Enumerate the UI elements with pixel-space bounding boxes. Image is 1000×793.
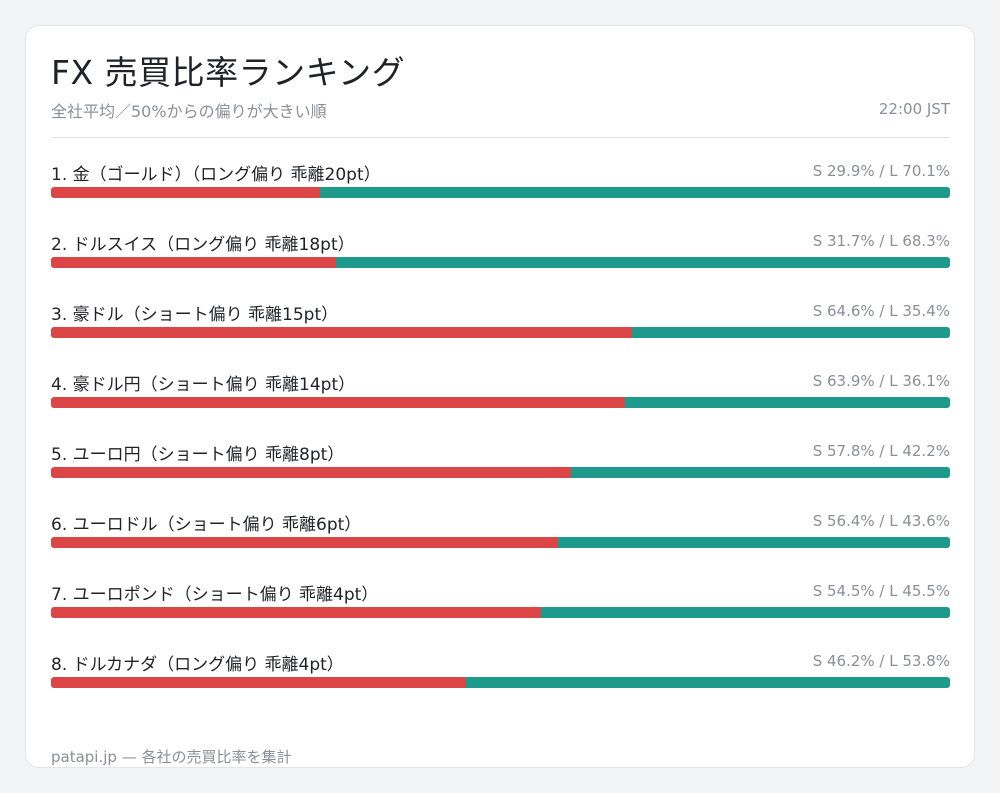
ranking-row: 4. 豪ドル円（ショート偏り 乖離14pt） S 63.9% / L 36.1%	[51, 370, 950, 440]
header-divider	[51, 137, 950, 138]
row-label: 7. ユーロポンド（ショート偏り 乖離4pt）	[51, 585, 379, 605]
ratio-bar	[51, 257, 950, 268]
ratio-bar	[51, 607, 950, 618]
row-label: 2. ドルスイス（ロング偏り 乖離18pt）	[51, 235, 355, 255]
row-ratio-label: S 29.9% / L 70.1%	[812, 162, 950, 180]
ranking-row: 5. ユーロ円（ショート偏り 乖離8pt） S 57.8% / L 42.2%	[51, 440, 950, 510]
short-bar-segment	[51, 537, 559, 548]
row-label: 4. 豪ドル円（ショート偏り 乖離14pt）	[51, 375, 356, 395]
long-bar-segment	[625, 397, 950, 408]
long-bar-segment	[466, 677, 950, 688]
ratio-bar	[51, 677, 950, 688]
row-label: 1. 金（ゴールド）（ロング偏り 乖離20pt）	[51, 165, 381, 185]
long-bar-segment	[335, 257, 950, 268]
short-bar-segment	[51, 397, 626, 408]
long-bar-segment	[319, 187, 950, 198]
short-bar-segment	[51, 607, 541, 618]
row-ratio-label: S 63.9% / L 36.1%	[812, 372, 950, 390]
long-bar-segment	[558, 537, 950, 548]
short-bar-segment	[51, 467, 571, 478]
long-bar-segment	[540, 607, 950, 618]
page-subtitle: 全社平均／50%からの偏りが大きい順	[51, 102, 327, 121]
ranking-row: 2. ドルスイス（ロング偏り 乖離18pt） S 31.7% / L 68.3%	[51, 230, 950, 300]
long-bar-segment	[570, 467, 950, 478]
row-label: 8. ドルカナダ（ロング偏り 乖離4pt）	[51, 655, 344, 675]
timestamp: 22:00 JST	[878, 100, 950, 118]
ranking-row: 6. ユーロドル（ショート偏り 乖離6pt） S 56.4% / L 43.6%	[51, 510, 950, 580]
row-ratio-label: S 64.6% / L 35.4%	[812, 302, 950, 320]
long-bar-segment	[631, 327, 950, 338]
ranking-list: 1. 金（ゴールド）（ロング偏り 乖離20pt） S 29.9% / L 70.1…	[51, 160, 950, 720]
ratio-bar	[51, 537, 950, 548]
row-label: 6. ユーロドル（ショート偏り 乖離6pt）	[51, 515, 362, 535]
ratio-bar	[51, 397, 950, 408]
short-bar-segment	[51, 677, 467, 688]
page-title: FX 売買比率ランキング	[51, 53, 406, 92]
ranking-row: 7. ユーロポンド（ショート偏り 乖離4pt） S 54.5% / L 45.5%	[51, 580, 950, 650]
row-ratio-label: S 31.7% / L 68.3%	[812, 232, 950, 250]
row-ratio-label: S 56.4% / L 43.6%	[812, 512, 950, 530]
row-label: 5. ユーロ円（ショート偏り 乖離8pt）	[51, 445, 345, 465]
footer-text: patapi.jp — 各社の売買比率を集計	[51, 748, 292, 766]
ranking-card: FX 売買比率ランキング 全社平均／50%からの偏りが大きい順 22:00 JS…	[25, 25, 975, 768]
row-ratio-label: S 57.8% / L 42.2%	[812, 442, 950, 460]
ratio-bar	[51, 467, 950, 478]
short-bar-segment	[51, 257, 336, 268]
row-ratio-label: S 54.5% / L 45.5%	[812, 582, 950, 600]
ratio-bar	[51, 327, 950, 338]
row-label: 3. 豪ドル（ショート偏り 乖離15pt）	[51, 305, 339, 325]
short-bar-segment	[51, 327, 632, 338]
ranking-row: 3. 豪ドル（ショート偏り 乖離15pt） S 64.6% / L 35.4%	[51, 300, 950, 370]
ranking-row: 8. ドルカナダ（ロング偏り 乖離4pt） S 46.2% / L 53.8%	[51, 650, 950, 720]
ranking-row: 1. 金（ゴールド）（ロング偏り 乖離20pt） S 29.9% / L 70.1…	[51, 160, 950, 230]
ratio-bar	[51, 187, 950, 198]
row-ratio-label: S 46.2% / L 53.8%	[812, 652, 950, 670]
short-bar-segment	[51, 187, 320, 198]
